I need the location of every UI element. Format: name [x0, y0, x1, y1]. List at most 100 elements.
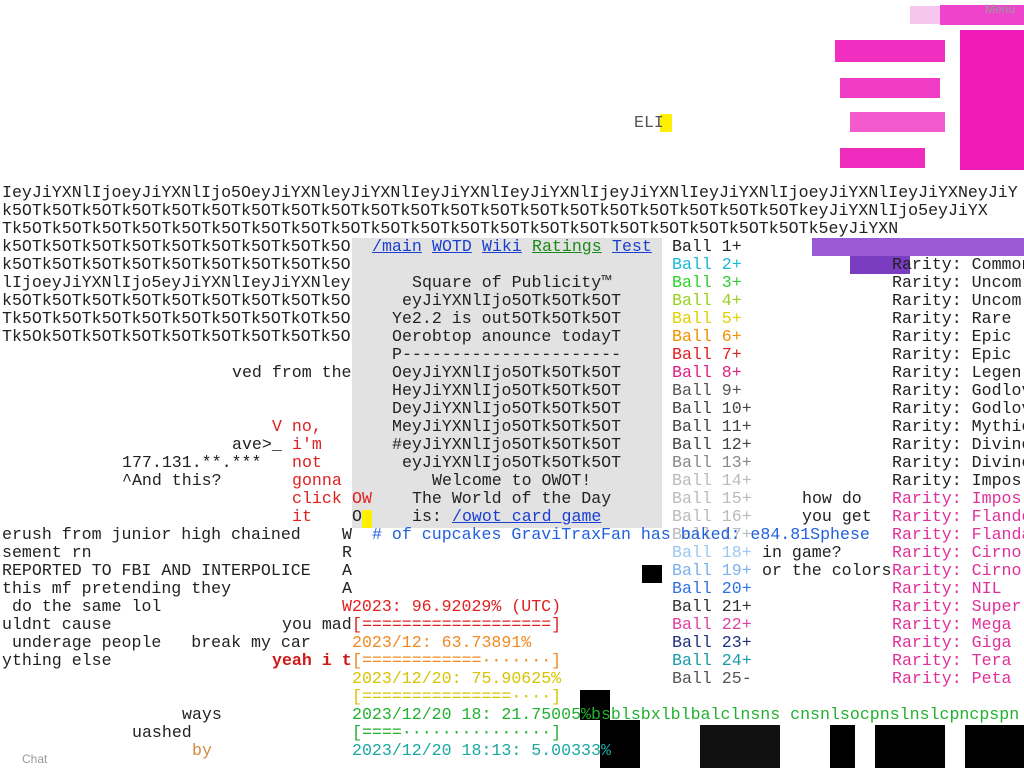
- stat-line: 2023/12/20 18: 21.75005%bsblsbxlblbalcln…: [352, 705, 1020, 724]
- world-of-day: The World of the Day: [412, 489, 612, 508]
- chat-text: gonna: [292, 471, 342, 490]
- ball-label: Ball 6+: [672, 327, 742, 346]
- pixel-art: [580, 690, 610, 720]
- chat-text: ved from the: [232, 363, 352, 382]
- chat-text: underage people break my car: [12, 633, 311, 652]
- background-text: k5OTk5OTk5OTk5OTk5OTk5OTk5OTk5OTk5O: [2, 255, 351, 274]
- pixel-art: [642, 565, 662, 583]
- chat-text: ^And this?: [122, 471, 222, 490]
- ball-label: Ball 13+: [672, 453, 752, 472]
- ball-label: Ball 22+: [672, 615, 752, 634]
- chat-text: how do: [802, 489, 862, 508]
- pixel-art: [840, 78, 940, 98]
- chat-tab[interactable]: Chat: [22, 752, 48, 766]
- rarity-label: Rarity: Uncom: [892, 273, 1022, 292]
- cursor-label: ELI: [634, 113, 664, 132]
- rarity-label: Rarity: Rare: [892, 309, 1012, 328]
- rarity-label: Rarity: Peta: [892, 669, 1012, 688]
- menu-button[interactable]: Menu: [985, 2, 1016, 16]
- panel-link[interactable]: Ratings: [532, 237, 602, 256]
- cursor-block: [660, 114, 672, 132]
- panel-line: MeyJiYXNlIjo5OTk5OTk5OT: [392, 417, 622, 436]
- background-text: IeyJiYXNlIjoeyJiYXNlIjo5OeyJiYXNleyJiYXN…: [2, 183, 1018, 202]
- panel-link[interactable]: /main: [372, 237, 422, 256]
- rarity-label: Rarity: Divine: [892, 435, 1024, 454]
- ball-label: Ball 23+: [672, 633, 752, 652]
- ball-label: Ball 17+: [672, 525, 752, 544]
- ball-label: Ball 11+: [672, 417, 752, 436]
- rarity-label: Rarity: Impos: [892, 489, 1022, 508]
- pixel-art: [812, 238, 1024, 256]
- rarity-label: Rarity: NIL: [892, 579, 1002, 598]
- rarity-label: Rarity: Tera: [892, 651, 1012, 670]
- publicity-panel: [352, 238, 662, 528]
- chat-text: by: [192, 741, 212, 760]
- pixel-art: [835, 40, 945, 62]
- ball-label: Ball 4+: [672, 291, 742, 310]
- ball-label: Ball 15+: [672, 489, 752, 508]
- ball-label: Ball 5+: [672, 309, 742, 328]
- background-text: k5OTk5OTk5OTk5OTk5OTk5OTk5OTk5OTk5OTk5OT…: [2, 201, 988, 220]
- pixel-art: [850, 256, 910, 274]
- rarity-label: Rarity: Flanda: [892, 525, 1024, 544]
- pixel-art: [875, 725, 945, 768]
- background-text: k5OTk5OTk5OTk5OTk5OTk5OTk5OTk5OTk5O: [2, 291, 351, 310]
- rarity-label: Rarity: Epic: [892, 345, 1012, 364]
- rarity-label: Rarity: Cirno: [892, 561, 1022, 580]
- pixel-art: [850, 112, 945, 132]
- panel-line: #eyJiYXNlIjo5OTk5OTk5OT: [392, 435, 622, 454]
- chat-text: A: [342, 579, 352, 598]
- stat-line: 2023/12/20: 75.90625%: [352, 669, 562, 688]
- rarity-label: Rarity: Super: [892, 597, 1022, 616]
- panel-line: P----------------------: [392, 345, 622, 364]
- chat-text: R: [342, 543, 352, 562]
- pixel-art: [940, 5, 1024, 25]
- chat-text: uldnt cause: [2, 615, 112, 634]
- chat-text: you mad: [282, 615, 352, 634]
- world-link[interactable]: /owot_card_game: [452, 507, 602, 526]
- stat-line: [===============····]: [352, 687, 562, 706]
- rarity-label: Rarity: Godlov: [892, 399, 1024, 418]
- chat-text: ave>_: [232, 435, 282, 454]
- chat-text: or the colors: [762, 561, 892, 580]
- ball-label: Ball 14+: [672, 471, 752, 490]
- chat-text: click: [292, 489, 342, 508]
- chat-text: O: [352, 507, 362, 526]
- chat-text: ything else: [2, 651, 112, 670]
- ball-label: Ball 2+: [672, 255, 742, 274]
- panel-line: eyJiYXNlIjo5OTk5OTk5OT: [402, 453, 622, 472]
- rarity-label: Rarity: Common: [892, 255, 1024, 274]
- panel-line: Oerobtop anounce todayT: [392, 327, 622, 346]
- ball-label: Ball 19+: [672, 561, 752, 580]
- stat-line: W2023: 96.92029% (UTC): [342, 597, 562, 616]
- panel-link[interactable]: Wiki: [482, 237, 522, 256]
- background-text: k5OTk5OTk5OTk5OTk5OTk5OTk5OTk5OTk5O: [2, 237, 351, 256]
- ball-label: Ball 18+: [672, 543, 752, 562]
- chat-text: OW: [352, 489, 372, 508]
- welcome-text: Welcome to OWOT!: [432, 471, 592, 490]
- rarity-label: Rarity: Mythic: [892, 417, 1024, 436]
- stat-line: [============·······]: [352, 651, 562, 670]
- rarity-label: Rarity: Impos: [892, 471, 1022, 490]
- pixel-art: [965, 725, 1024, 768]
- rarity-label: Rarity: Flande: [892, 507, 1024, 526]
- ball-label: Ball 3+: [672, 273, 742, 292]
- pixel-art: [830, 725, 855, 768]
- background-text: lIjoeyJiYXNlIjo5eyJiYXNlIeyJiYXNley: [2, 273, 351, 292]
- pixel-art: [960, 30, 1024, 170]
- chat-text: W: [342, 525, 352, 544]
- pixel-art: [700, 725, 780, 768]
- chat-text: erush from junior high chained: [2, 525, 301, 544]
- rarity-label: Rarity: Giga: [892, 633, 1012, 652]
- rarity-label: Rarity: Uncom: [892, 291, 1022, 310]
- panel-link[interactable]: Test: [612, 237, 652, 256]
- ball-label: Ball 7+: [672, 345, 742, 364]
- chat-text: yeah i t: [272, 651, 352, 670]
- cursor-block: [362, 510, 372, 528]
- ball-label: Ball 20+: [672, 579, 752, 598]
- rarity-label: Rarity: Legen: [892, 363, 1022, 382]
- panel-link[interactable]: WOTD: [432, 237, 472, 256]
- chat-text: you get: [802, 507, 872, 526]
- ball-label: Ball 8+: [672, 363, 742, 382]
